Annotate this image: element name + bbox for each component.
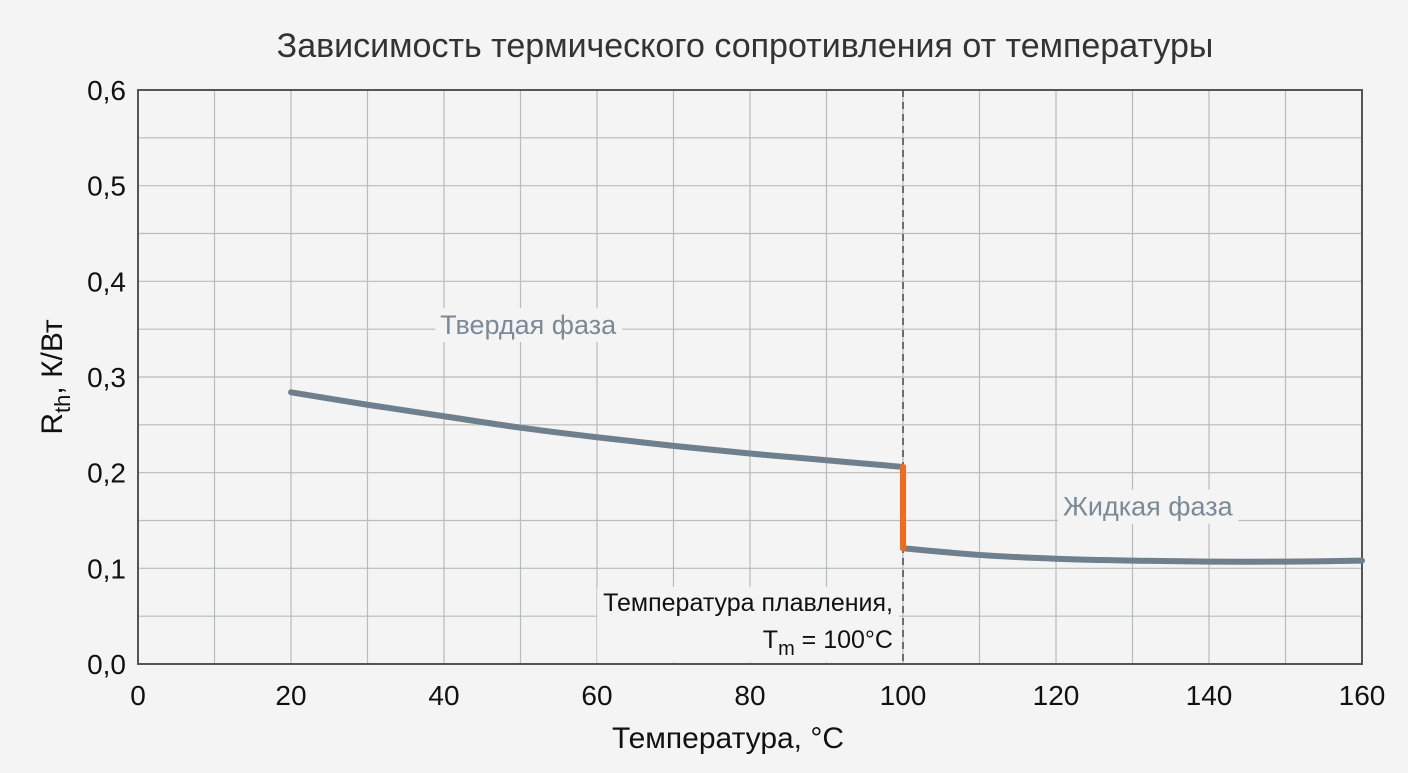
melting-point-label-line1: Температура плавления, bbox=[603, 589, 893, 617]
x-tick-label: 60 bbox=[581, 680, 612, 711]
melting-point-label-bg bbox=[597, 586, 899, 663]
melting-point-annotation: Температура плавления, Tm = 100°C bbox=[597, 586, 899, 663]
series-annotation-label: Жидкая фаза bbox=[1063, 492, 1234, 522]
x-tick-label: 140 bbox=[1186, 680, 1233, 711]
y-axis-label-main: R bbox=[36, 413, 69, 435]
melting-point-label-t: T bbox=[763, 626, 778, 654]
melting-point-label-sub: m bbox=[778, 638, 795, 660]
x-tick-label: 80 bbox=[734, 680, 765, 711]
y-tick-label: 0,6 bbox=[87, 75, 126, 106]
melting-point-label-line2: Tm = 100°C bbox=[763, 626, 893, 660]
y-tick-label: 0,1 bbox=[87, 553, 126, 584]
y-tick-label: 0,3 bbox=[87, 362, 126, 393]
y-tick-label: 0,4 bbox=[87, 266, 126, 297]
series-annotation-bg bbox=[435, 307, 623, 342]
plot-frame bbox=[137, 89, 1363, 665]
x-tick-label: 160 bbox=[1339, 680, 1386, 711]
x-tick-label: 100 bbox=[880, 680, 927, 711]
y-axis-label-rest: , К/Вт bbox=[36, 319, 69, 394]
series-annotation-label: Твердая фаза bbox=[440, 310, 617, 340]
melting-point-label-rest: = 100°C bbox=[795, 626, 893, 654]
x-tick-label: 120 bbox=[1033, 680, 1080, 711]
series-annotation-bg bbox=[1057, 489, 1239, 524]
series-annotation: Жидкая фаза bbox=[1057, 489, 1239, 524]
y-tick-label: 0,2 bbox=[87, 458, 126, 489]
y-axis-label: Rth, К/Вт bbox=[36, 319, 75, 435]
series-annotation: Твердая фаза bbox=[435, 307, 623, 342]
series-line-2 bbox=[900, 545, 1365, 565]
y-axis-label-sub: th bbox=[50, 395, 75, 413]
y-tick-label: 0,0 bbox=[87, 649, 126, 680]
y-tick-label: 0,5 bbox=[87, 171, 126, 202]
chart-title: Зависимость термического сопротивления о… bbox=[277, 27, 1214, 65]
x-tick-label: 20 bbox=[275, 680, 306, 711]
x-axis-label: Температура, °C bbox=[612, 722, 844, 755]
x-tick-label: 40 bbox=[428, 680, 459, 711]
x-tick-label: 0 bbox=[130, 680, 146, 711]
series-line-1 bbox=[288, 389, 906, 470]
